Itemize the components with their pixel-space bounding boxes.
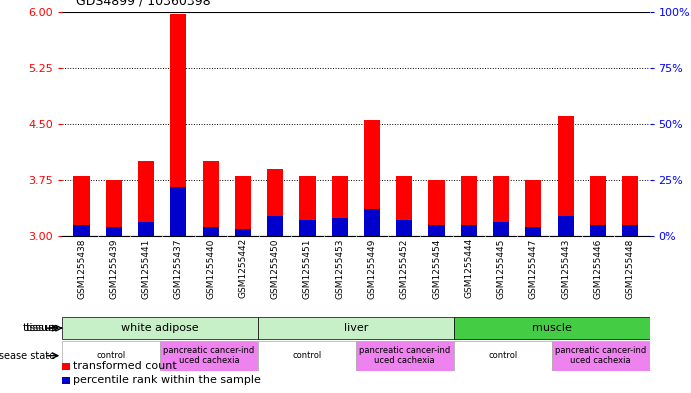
Bar (258, 317, 454, 340)
Bar (235, 229, 251, 236)
Text: muscle: muscle (531, 323, 571, 333)
Bar (622, 224, 638, 236)
Text: GSM1255440: GSM1255440 (206, 238, 215, 299)
Bar (73, 224, 90, 236)
Bar (170, 14, 187, 236)
Bar (62, 377, 70, 384)
Bar (558, 116, 574, 236)
Bar (525, 180, 542, 236)
Bar (332, 176, 348, 236)
Text: GSM1255448: GSM1255448 (625, 238, 634, 299)
Text: liver: liver (343, 323, 368, 333)
Text: pancreatic cancer-ind
uced cachexia: pancreatic cancer-ind uced cachexia (555, 346, 646, 365)
Bar (558, 216, 574, 236)
Bar (525, 227, 542, 236)
Bar (138, 222, 154, 236)
Bar (160, 341, 258, 371)
Bar (454, 317, 650, 340)
Text: control: control (292, 351, 321, 360)
Bar (332, 218, 348, 236)
Bar (299, 220, 316, 236)
Text: tissue: tissue (26, 323, 59, 333)
Bar (170, 187, 187, 236)
Text: GSM1255450: GSM1255450 (271, 238, 280, 299)
Bar (106, 227, 122, 236)
Text: GSM1255453: GSM1255453 (335, 238, 344, 299)
Bar (493, 222, 509, 236)
Bar (235, 176, 251, 236)
Bar (454, 341, 551, 371)
Bar (396, 220, 413, 236)
Bar (202, 161, 219, 236)
Bar (590, 176, 606, 236)
Bar (493, 176, 509, 236)
Bar (622, 176, 638, 236)
Bar (364, 120, 380, 236)
Text: GSM1255446: GSM1255446 (594, 238, 603, 299)
Bar (62, 341, 160, 371)
Text: GSM1255439: GSM1255439 (109, 238, 118, 299)
Bar (428, 180, 444, 236)
Bar (138, 161, 154, 236)
Bar (73, 176, 90, 236)
Bar (590, 224, 606, 236)
Text: disease state: disease state (0, 351, 55, 361)
Bar (356, 341, 454, 371)
Text: pancreatic cancer-ind
uced cachexia: pancreatic cancer-ind uced cachexia (359, 346, 451, 365)
Text: GSM1255444: GSM1255444 (464, 238, 473, 298)
Text: control: control (488, 351, 518, 360)
Bar (461, 176, 477, 236)
Text: transformed count: transformed count (73, 361, 177, 371)
Bar (396, 176, 413, 236)
Text: tissue: tissue (22, 323, 55, 333)
Text: GSM1255451: GSM1255451 (303, 238, 312, 299)
Text: GSM1255443: GSM1255443 (561, 238, 570, 299)
Bar (364, 209, 380, 236)
Text: GSM1255437: GSM1255437 (174, 238, 183, 299)
Text: GSM1255452: GSM1255452 (400, 238, 409, 299)
Text: percentile rank within the sample: percentile rank within the sample (73, 375, 261, 385)
Text: pancreatic cancer-ind
uced cachexia: pancreatic cancer-ind uced cachexia (163, 346, 255, 365)
Text: GSM1255442: GSM1255442 (238, 238, 247, 298)
Bar (202, 227, 219, 236)
Text: GDS4899 / 10360398: GDS4899 / 10360398 (76, 0, 211, 8)
Bar (258, 341, 356, 371)
Bar (62, 363, 70, 369)
Text: GSM1255447: GSM1255447 (529, 238, 538, 299)
Text: GSM1255445: GSM1255445 (497, 238, 506, 299)
Text: GSM1255438: GSM1255438 (77, 238, 86, 299)
Text: control: control (97, 351, 126, 360)
Text: white adipose: white adipose (121, 323, 199, 333)
Bar (106, 180, 122, 236)
Bar (62, 317, 258, 340)
Text: GSM1255441: GSM1255441 (142, 238, 151, 299)
Bar (267, 216, 283, 236)
Bar (551, 341, 650, 371)
Bar (299, 176, 316, 236)
Text: GSM1255449: GSM1255449 (368, 238, 377, 299)
Text: GSM1255454: GSM1255454 (432, 238, 441, 299)
Bar (461, 224, 477, 236)
Bar (428, 224, 444, 236)
Bar (267, 169, 283, 236)
